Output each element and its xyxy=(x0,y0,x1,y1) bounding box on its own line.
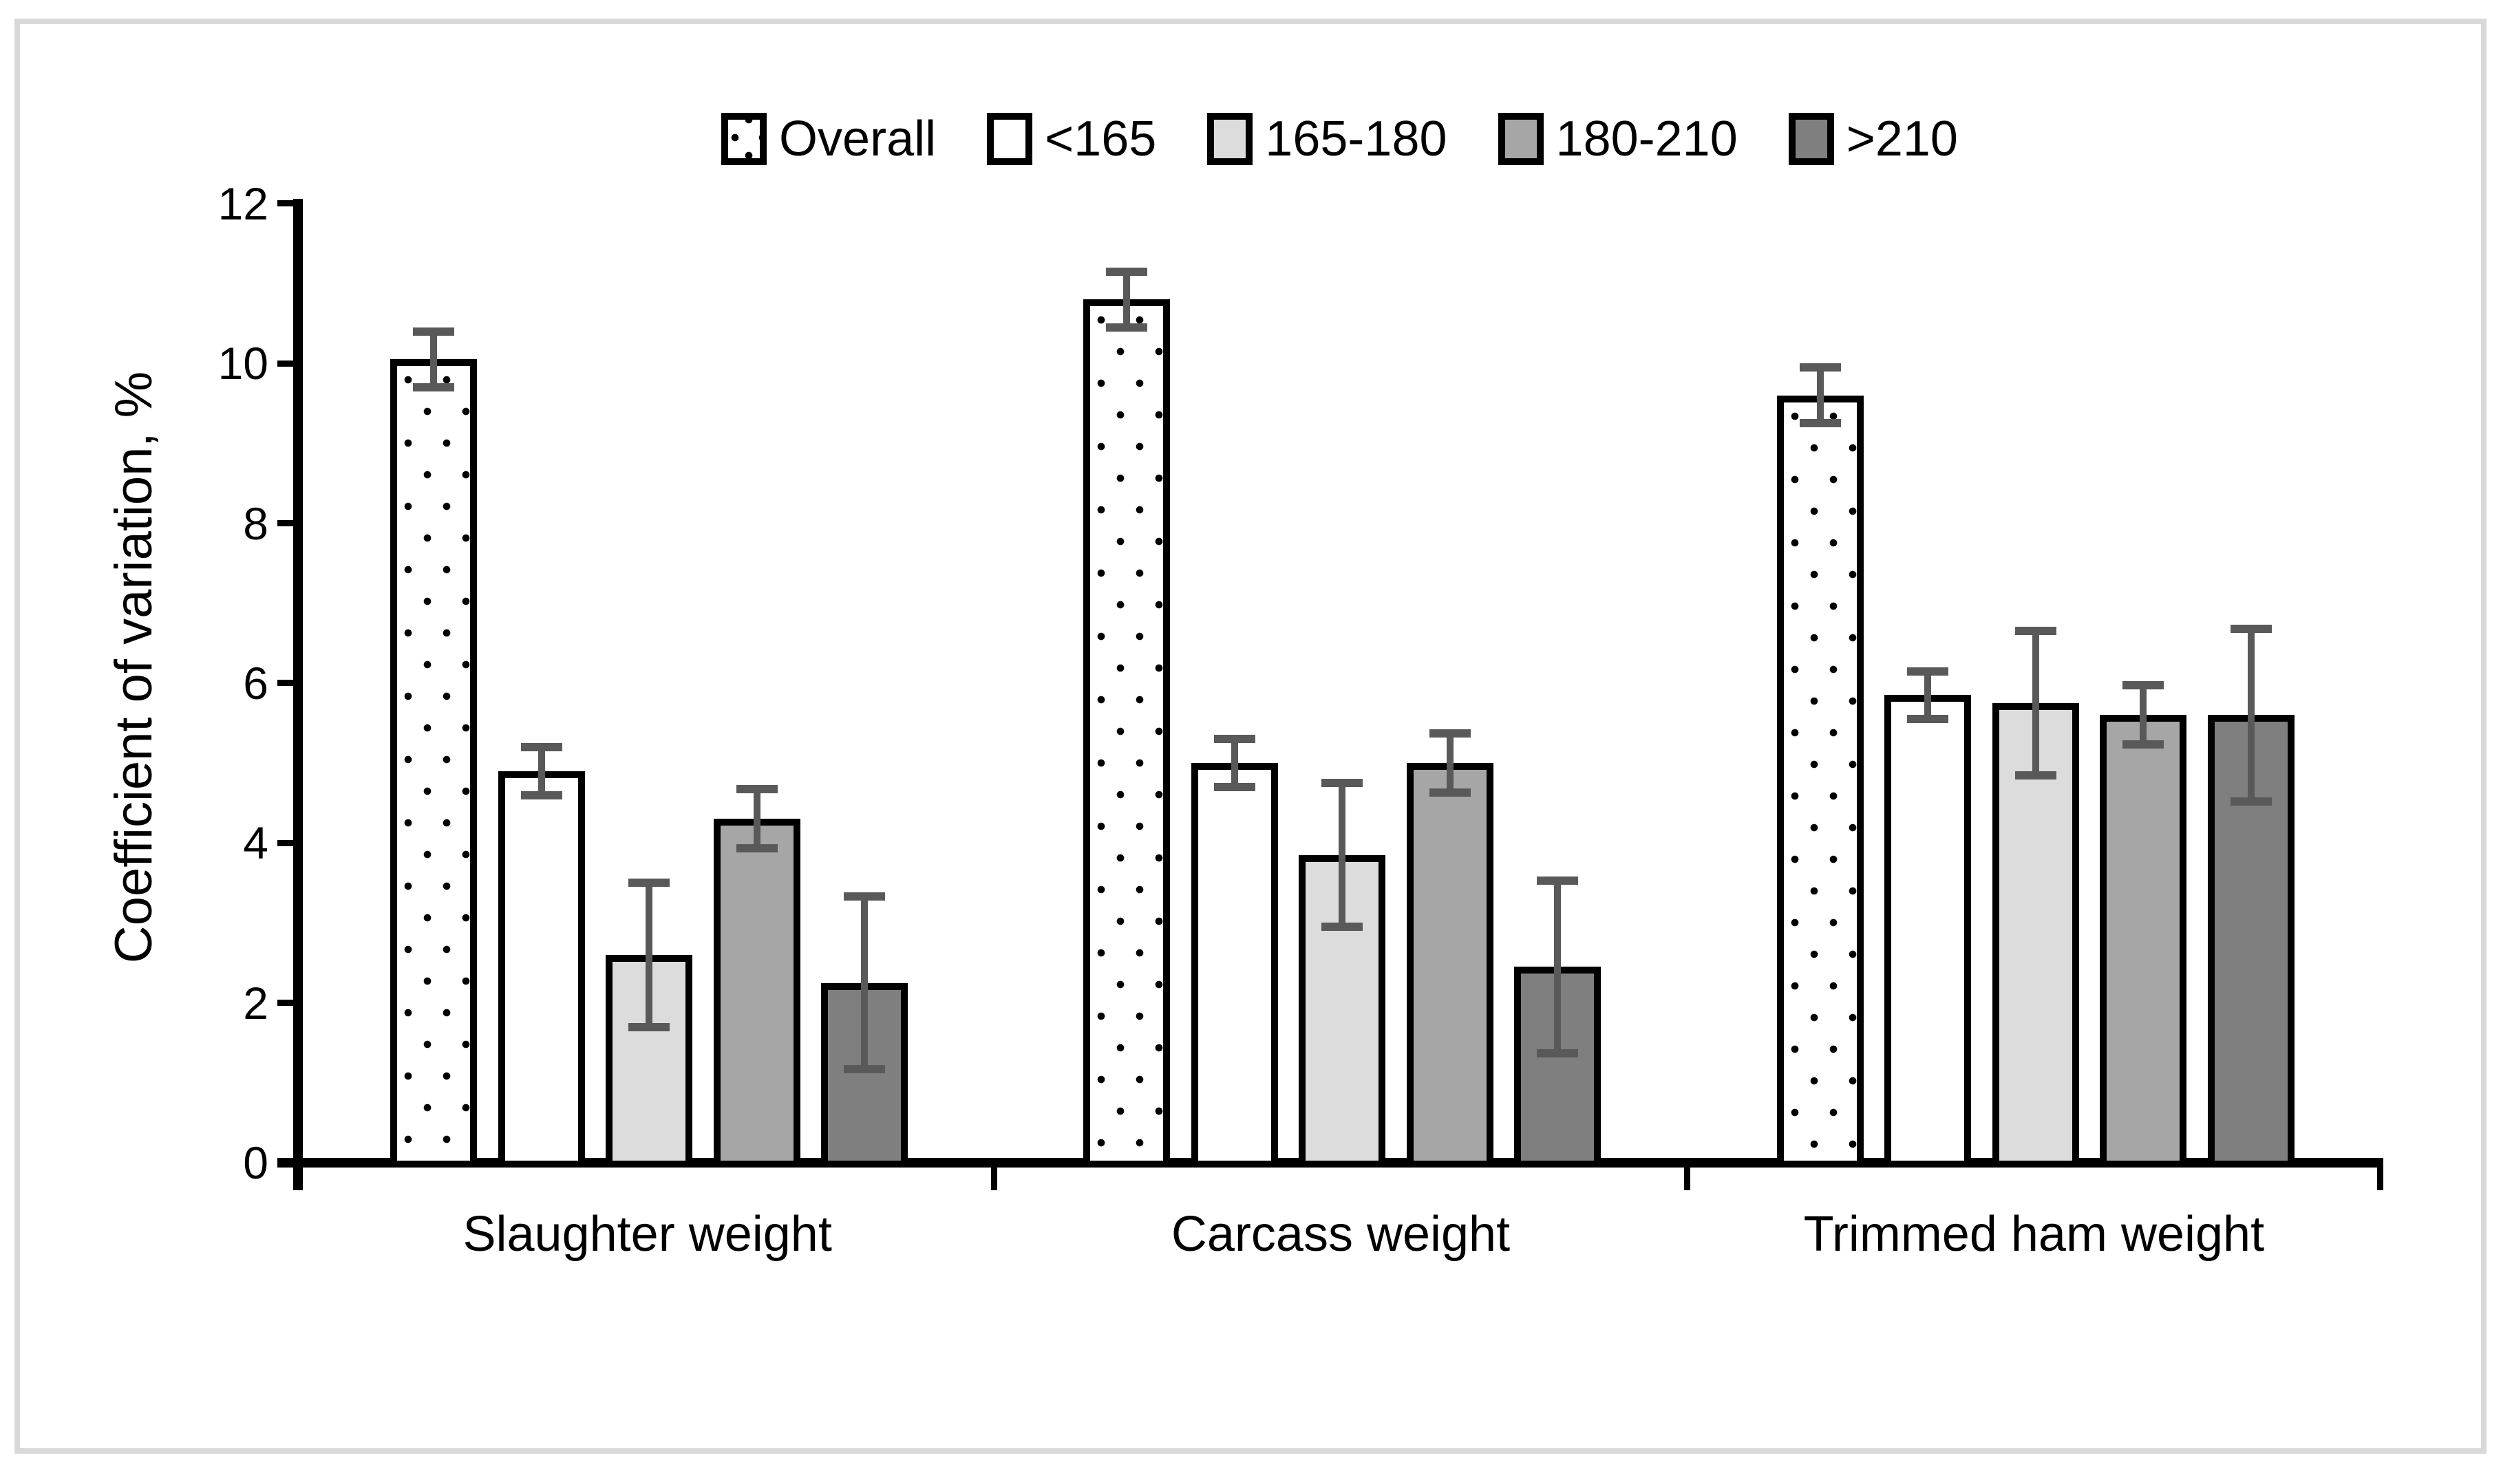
category-label-slaughter-weight: Slaughter weight xyxy=(462,1207,832,1262)
y-axis-tick xyxy=(277,680,294,687)
category-label-trimmed-ham-weight: Trimmed ham weight xyxy=(1803,1207,2265,1262)
error-bar-cap-bottom xyxy=(1213,783,1255,791)
legend-item-overall: Overall xyxy=(721,108,936,170)
error-bar-cap-top xyxy=(844,892,885,901)
y-axis-tick xyxy=(277,520,294,527)
bar-overall-slaughter-weight xyxy=(390,359,477,1168)
error-bar-cap-bottom xyxy=(413,383,454,392)
error-bar-cap-top xyxy=(2122,681,2164,690)
legend-item-180-210: 180-210 xyxy=(1498,108,1738,170)
error-bar-line xyxy=(1816,367,1824,424)
x-axis-tick xyxy=(1684,1158,1691,1190)
error-bar-line xyxy=(646,883,652,1027)
error-bar-line xyxy=(2140,685,2147,745)
legend-label-180-210: 180-210 xyxy=(1555,111,1738,166)
error-bar-line xyxy=(753,789,760,849)
error-bar-cap-top xyxy=(520,742,562,751)
legend-item-165-180: 165-180 xyxy=(1207,108,1447,170)
error-bar-line xyxy=(1924,671,1932,720)
error-bar-cap-top xyxy=(1429,729,1471,738)
error-bar-line xyxy=(1554,880,1562,1053)
error-bar-cap-bottom xyxy=(2122,740,2164,749)
error-bar-line xyxy=(1446,733,1454,793)
bar-180-210-carcass-weight xyxy=(1406,763,1493,1168)
y-axis-tick xyxy=(277,839,294,846)
bar-180-210-slaughter-weight xyxy=(713,819,800,1168)
y-tick-label: 6 xyxy=(243,657,268,709)
legend-label-165-180: 165-180 xyxy=(1265,111,1447,166)
y-tick-label: 0 xyxy=(243,1137,268,1188)
error-bar-cap-bottom xyxy=(628,1022,670,1031)
error-bar-cap-top xyxy=(1799,363,1841,372)
legend-label-210: >210 xyxy=(1846,111,1958,166)
error-bar-cap-bottom xyxy=(2230,797,2272,806)
legend-swatch-165-180 xyxy=(1207,113,1253,165)
error-bar-line xyxy=(861,896,868,1070)
error-bar-line xyxy=(537,746,545,795)
error-bar-cap-top xyxy=(2230,624,2272,633)
error-bar-cap-bottom xyxy=(844,1065,885,1074)
error-bar-cap-top xyxy=(2014,627,2056,636)
error-bar-line xyxy=(2247,628,2255,802)
error-bar-cap-bottom xyxy=(736,844,778,853)
error-bar-cap-top xyxy=(1106,267,1148,276)
error-bar-cap-bottom xyxy=(520,791,562,799)
error-bar-cap-bottom xyxy=(1429,788,1471,797)
legend: Overall <165 165-180 180-210 >210 xyxy=(298,105,2381,173)
error-bar-cap-top xyxy=(1321,779,1363,788)
error-bar-cap-top xyxy=(1907,667,1949,676)
error-bar-cap-bottom xyxy=(1321,923,1363,932)
y-tick-label: 12 xyxy=(217,178,268,229)
error-bar-line xyxy=(1339,783,1346,927)
y-axis-line xyxy=(293,199,303,1190)
bar-180-210-trimmed-ham-weight xyxy=(2100,715,2187,1168)
y-axis-tick xyxy=(277,360,294,367)
bar-210-slaughter-weight xyxy=(821,982,908,1168)
legend-label-overall: Overall xyxy=(779,111,937,166)
y-axis-tick xyxy=(277,1159,294,1166)
legend-swatch-210 xyxy=(1788,113,1834,165)
error-bar-cap-top xyxy=(628,879,670,888)
error-bar-cap-top xyxy=(413,327,454,336)
error-bar-line xyxy=(1123,271,1131,328)
bar-overall-trimmed-ham-weight xyxy=(1776,395,1864,1168)
error-bar-cap-top xyxy=(1537,876,1579,885)
error-bar-cap-top xyxy=(1213,735,1255,744)
error-bar-cap-bottom xyxy=(2014,771,2056,779)
y-tick-label: 2 xyxy=(243,977,268,1029)
y-tick-label: 8 xyxy=(243,497,268,549)
error-bar-line xyxy=(430,331,437,388)
bar-165-trimmed-ham-weight xyxy=(1884,695,1972,1168)
x-axis-tick xyxy=(2377,1158,2384,1190)
error-bar-cap-bottom xyxy=(1907,715,1949,724)
category-label-carcass-weight: Carcass weight xyxy=(1171,1207,1511,1262)
error-bar-cap-bottom xyxy=(1799,419,1841,428)
x-axis-tick xyxy=(990,1158,997,1190)
y-axis-tick xyxy=(277,200,294,207)
legend-item-210: >210 xyxy=(1788,108,1958,170)
y-tick-label: 4 xyxy=(243,817,268,869)
legend-swatch-overall xyxy=(721,113,767,165)
error-bar-cap-bottom xyxy=(1106,323,1148,332)
legend-label-165: <165 xyxy=(1045,111,1157,166)
bar-165-slaughter-weight xyxy=(498,771,585,1168)
bar-165-carcass-weight xyxy=(1191,763,1278,1168)
error-bar-cap-top xyxy=(736,785,778,794)
y-tick-label: 10 xyxy=(217,338,268,389)
legend-swatch-165 xyxy=(987,113,1033,165)
legend-item-165: <165 xyxy=(987,108,1156,170)
error-bar-cap-bottom xyxy=(1537,1049,1579,1057)
error-bar-line xyxy=(2032,631,2039,775)
y-axis-tick xyxy=(277,1000,294,1007)
bar-overall-carcass-weight xyxy=(1083,299,1171,1168)
error-bar-line xyxy=(1231,739,1238,787)
legend-swatch-180-210 xyxy=(1498,113,1544,165)
